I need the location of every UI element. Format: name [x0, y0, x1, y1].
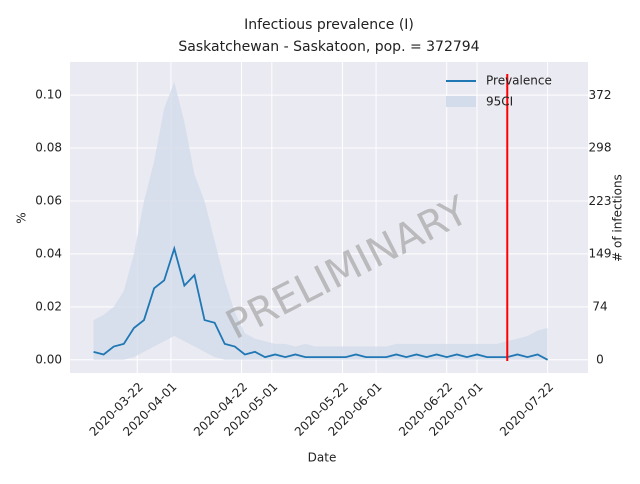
- y-axis-label: %: [15, 212, 29, 223]
- chart-title: Infectious prevalence (I): [244, 17, 414, 33]
- legend-label: 95CI: [486, 95, 513, 109]
- y-tick-label: 0.08: [35, 141, 62, 155]
- y-tick-label: 0.06: [35, 193, 62, 207]
- y2-tick-label: 149: [589, 246, 612, 260]
- chart-subtitle: Saskatchewan - Saskatoon, pop. = 372794: [178, 39, 479, 55]
- legend-patch: [446, 96, 476, 107]
- y-tick-label: 0.10: [35, 88, 62, 102]
- y2-tick-label: 298: [589, 141, 612, 155]
- legend-label: Prevalence: [486, 74, 552, 88]
- y2-tick-label: 223: [589, 194, 612, 208]
- y-tick-label: 0.00: [35, 352, 62, 366]
- ci-band: [93, 81, 548, 360]
- prevalence-line: [93, 245, 549, 361]
- y2-tick-label: 0: [596, 352, 604, 366]
- y-tick-label: 0.02: [35, 299, 62, 313]
- y-tick-label: 0.04: [35, 246, 62, 260]
- y2-tick-label: 74: [592, 300, 607, 314]
- x-tick-label: 2020-07-22: [497, 380, 556, 439]
- y2-axis-label: # of infections: [611, 174, 625, 262]
- y2-tick-label: 372: [589, 88, 612, 102]
- x-axis-label: Date: [308, 451, 337, 465]
